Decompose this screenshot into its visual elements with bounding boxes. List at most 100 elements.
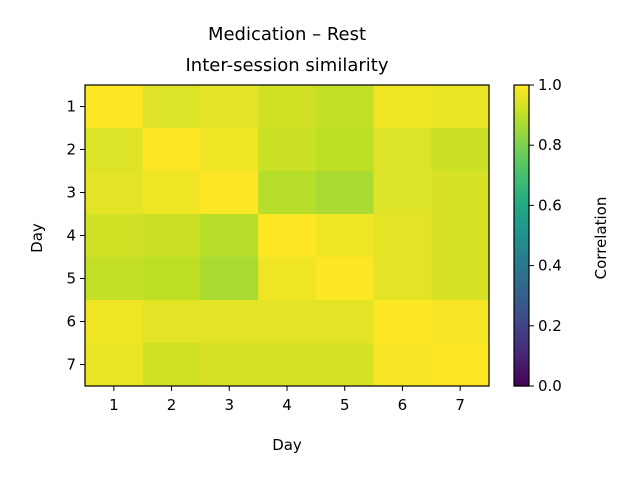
colorbar-segment (514, 170, 529, 174)
colorbar-segment (514, 225, 529, 229)
heatmap-cell (200, 171, 259, 215)
colorbar-segment (514, 177, 529, 181)
heatmap-cell (85, 343, 144, 387)
colorbar-segment (514, 192, 529, 196)
colorbar-segment (514, 207, 529, 212)
heatmap-cell (200, 214, 259, 258)
chart-subtitle: Inter-session similarity (185, 55, 388, 76)
colorbar-segment (514, 85, 529, 89)
heatmap-cell (431, 85, 490, 129)
colorbar-segment (514, 270, 529, 274)
colorbar-segment (514, 185, 529, 189)
colorbar-segment (514, 290, 529, 294)
colorbar-segment (514, 107, 529, 111)
colorbar-segment (514, 303, 529, 307)
colorbar-segment (514, 210, 529, 214)
colorbar-segment (514, 117, 529, 121)
colorbar-segment (514, 250, 529, 254)
colorbar-segment (514, 383, 529, 387)
colorbar-segment (514, 253, 529, 257)
colorbar-segment (514, 245, 529, 249)
colorbar-segment (514, 127, 529, 131)
heatmap-cell (315, 128, 375, 172)
colorbar-segment (514, 222, 529, 227)
colorbar-segment (514, 165, 529, 169)
colorbar-tick-label: 0.4 (538, 257, 562, 275)
heatmap-cell (142, 171, 201, 215)
colorbar-segment (514, 275, 529, 279)
y-tick-label: 7 (66, 356, 76, 374)
colorbar-segment (514, 115, 529, 119)
colorbar-segment (514, 298, 529, 302)
colorbar-segment (514, 370, 529, 375)
colorbar-segment (514, 157, 529, 161)
colorbar-segment (514, 325, 529, 329)
colorbar-segment (514, 152, 529, 156)
heatmap-cell (373, 343, 432, 387)
x-tick-label: 6 (398, 396, 408, 414)
heatmap-cell (373, 300, 432, 344)
heatmap-cell (373, 85, 432, 129)
colorbar-segment (514, 167, 529, 171)
y-tick-label: 2 (66, 141, 76, 159)
colorbar-segment (514, 125, 529, 129)
colorbar-segment (514, 97, 529, 101)
colorbar-segment (514, 348, 529, 352)
colorbar-segment (514, 368, 529, 372)
colorbar-segment (514, 187, 529, 191)
colorbar-segment (514, 227, 529, 232)
colorbar-segment (514, 147, 529, 151)
heatmap-cell (431, 300, 490, 344)
colorbar-segment (514, 260, 529, 264)
colorbar-segment (514, 323, 529, 327)
heatmap-cell (373, 257, 432, 301)
heatmap-cell (200, 128, 259, 172)
colorbar-label: Correlation (592, 197, 610, 280)
colorbar-segment (514, 360, 529, 365)
colorbar-segment (514, 365, 529, 370)
colorbar-segment (514, 333, 529, 337)
colorbar-segment (514, 150, 529, 154)
colorbar-segment (514, 278, 529, 282)
y-tick-label: 3 (66, 184, 76, 202)
colorbar-tick-label: 0.2 (538, 317, 562, 335)
colorbar-segment (514, 220, 529, 224)
colorbar-segment (514, 120, 529, 124)
y-tick-label: 1 (66, 98, 76, 116)
colorbar-segment (514, 92, 529, 96)
colorbar-segment (514, 200, 529, 204)
heatmap-cell (373, 171, 432, 215)
colorbar-segment (514, 293, 529, 297)
heatmap-cell (258, 343, 317, 387)
x-tick-label: 3 (225, 396, 235, 414)
colorbar-segment (514, 308, 529, 312)
colorbar-segment (514, 87, 529, 91)
y-tick-label: 5 (66, 270, 76, 288)
heatmap-cell (258, 128, 317, 172)
colorbar-segment (514, 155, 529, 159)
colorbar-segment (514, 305, 529, 309)
colorbar-segment (514, 100, 529, 104)
colorbar-segment (514, 162, 529, 166)
colorbar-segment (514, 248, 529, 252)
colorbar-segment (514, 132, 529, 136)
colorbar-segment (514, 240, 529, 244)
colorbar-segment (514, 375, 529, 380)
colorbar-segment (514, 232, 529, 237)
colorbar-segment (514, 217, 529, 222)
heatmap-cell (315, 257, 375, 301)
heatmap-cell (258, 257, 317, 301)
colorbar-segment (514, 268, 529, 272)
colorbar-segment (514, 263, 529, 267)
heatmap-cell (142, 257, 201, 301)
x-axis-label: Day (272, 436, 302, 454)
colorbar-segment (514, 137, 529, 141)
x-tick-label: 4 (282, 396, 292, 414)
y-tick-label: 6 (66, 313, 76, 331)
heatmap-cell (373, 128, 432, 172)
colorbar-segment (514, 243, 529, 247)
heatmap-cell (431, 214, 490, 258)
colorbar-segment (514, 145, 529, 149)
heatmap-cell (200, 85, 259, 129)
heatmap-cell (431, 343, 490, 387)
